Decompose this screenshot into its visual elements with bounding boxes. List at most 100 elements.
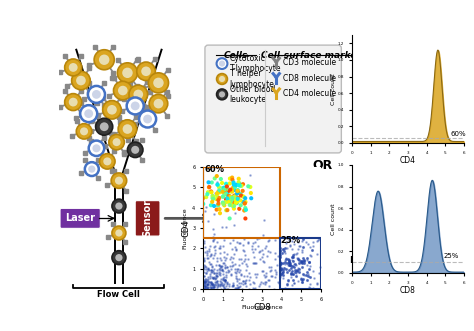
Point [213,278,220,284]
Point [208,180,216,185]
Text: Histogram: Histogram [349,256,402,265]
Point [223,192,231,197]
Circle shape [76,76,86,85]
Point [201,278,209,283]
Point [221,278,228,283]
Point [224,208,231,213]
Point [218,282,225,287]
Point [207,189,215,194]
Point [232,193,239,198]
Point [228,246,236,251]
Point [217,265,225,270]
Point [219,194,227,199]
Point [237,240,244,246]
Point [294,265,302,271]
Point [241,252,248,257]
Point [272,271,280,276]
Point [299,248,306,253]
Point [282,256,290,261]
Point [205,280,213,285]
Point [285,259,292,264]
Point [207,267,214,272]
Point [298,280,306,285]
Point [231,194,238,199]
Point [223,251,231,257]
Point [241,279,249,284]
Point [214,284,221,290]
Point [200,274,208,279]
Point [286,262,293,267]
Point [201,286,208,291]
Point [215,245,223,251]
Point [210,275,218,280]
Point [206,272,214,277]
Point [314,237,322,242]
Point [315,236,323,241]
Point [232,285,239,291]
Point [211,282,219,287]
Point [251,240,259,245]
Point [249,260,256,266]
Point [210,234,217,240]
Text: 60%: 60% [451,131,466,137]
Point [223,264,231,269]
Point [240,273,247,278]
Point [298,277,306,283]
Point [231,244,239,250]
Point [248,247,255,252]
Point [226,202,234,208]
Point [214,278,221,283]
Point [213,207,220,212]
Point [263,273,270,279]
Point [272,250,279,255]
X-axis label: CD8: CD8 [400,286,416,295]
Point [217,263,225,268]
Point [300,272,308,277]
Point [232,270,240,275]
Point [279,247,287,252]
Point [208,282,215,287]
Point [208,269,215,275]
Point [290,280,298,285]
Point [228,283,236,288]
Point [300,236,307,242]
Point [302,239,310,244]
Point [200,238,208,244]
Point [216,250,224,256]
Point [201,258,208,263]
Point [278,269,286,275]
Point [215,282,222,287]
Point [217,176,225,182]
Point [215,185,223,190]
Point [239,182,247,187]
Point [210,245,218,250]
Text: Fluorescence: Fluorescence [241,305,283,310]
Point [230,180,237,185]
Point [216,281,223,286]
Circle shape [149,94,168,113]
Circle shape [107,105,117,115]
Point [210,285,218,290]
Point [205,185,213,190]
Y-axis label: CD4: CD4 [182,219,191,237]
Circle shape [92,144,100,152]
Point [305,274,312,279]
Point [241,257,248,262]
Point [218,267,226,272]
Point [286,238,293,243]
Point [256,257,264,262]
Point [217,268,224,273]
Point [222,197,230,202]
Point [256,281,264,287]
Point [205,218,212,224]
Point [260,273,268,278]
Point [313,280,320,286]
Point [281,286,289,291]
Point [279,272,287,278]
Point [240,249,247,254]
Point [232,197,239,203]
Point [239,242,246,247]
Point [265,277,273,283]
Point [204,190,212,195]
Point [201,281,209,287]
